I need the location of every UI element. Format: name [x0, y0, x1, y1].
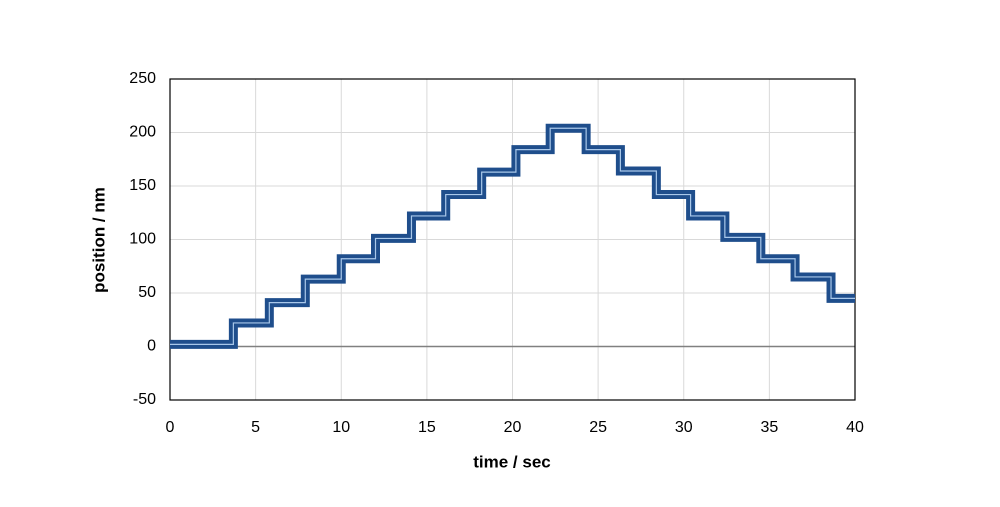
y-tick-label: 100 — [129, 231, 156, 248]
x-tick-label: 40 — [846, 419, 864, 436]
x-tick-label: 5 — [251, 419, 260, 436]
y-axis-title: position / nm — [89, 187, 108, 293]
plot-frame — [169, 78, 856, 401]
trace-center — [170, 127, 855, 345]
x-tick-label: 10 — [332, 419, 350, 436]
x-tick-label: 30 — [675, 419, 693, 436]
y-tick-label: 200 — [129, 124, 156, 141]
x-tick-label: 20 — [504, 419, 522, 436]
x-tick-label: 15 — [418, 419, 436, 436]
x-axis-title: time / sec — [473, 452, 551, 471]
x-tick-label: 25 — [589, 419, 607, 436]
y-tick-label: 150 — [129, 177, 156, 194]
y-tick-label: 50 — [138, 284, 156, 301]
y-tick-label: -50 — [133, 391, 156, 408]
y-tick-label: 250 — [129, 70, 156, 87]
y-tick-label: 0 — [147, 338, 156, 355]
x-tick-label: 35 — [760, 419, 778, 436]
x-tick-label: 0 — [166, 419, 175, 436]
